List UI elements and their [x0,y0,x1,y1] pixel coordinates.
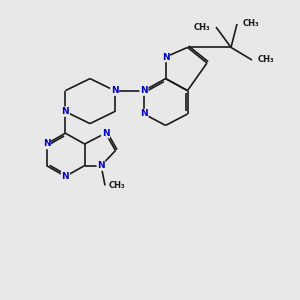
Text: N: N [140,86,148,95]
Text: CH₃: CH₃ [257,56,274,64]
Text: N: N [162,52,170,62]
Text: CH₃: CH₃ [242,20,259,28]
Text: CH₃: CH₃ [194,22,211,32]
Text: N: N [102,129,110,138]
Text: N: N [111,86,119,95]
Text: N: N [61,107,69,116]
Text: N: N [97,161,105,170]
Text: N: N [140,110,148,118]
Text: N: N [43,140,50,148]
Text: N: N [61,172,69,181]
Text: CH₃: CH₃ [109,181,125,190]
